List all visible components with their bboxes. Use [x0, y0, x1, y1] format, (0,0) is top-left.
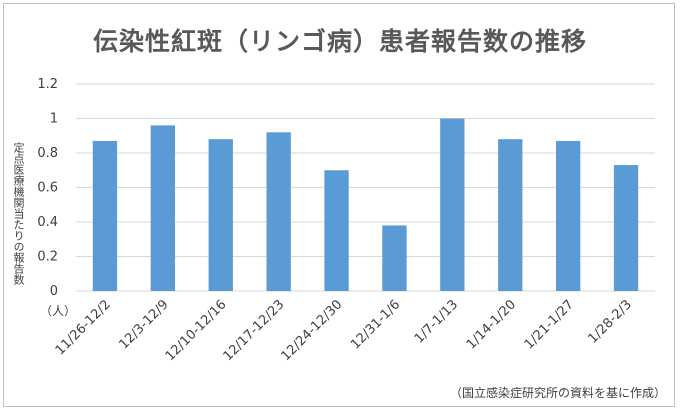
bar [324, 170, 349, 291]
bar [150, 125, 176, 292]
x-tick-label: 11/26-12/2 [53, 297, 114, 358]
y-tick-label: 0.2 [37, 250, 58, 265]
x-tick-label: 12/31-1/6 [348, 297, 403, 352]
y-tick-label: 0.4 [37, 215, 58, 230]
bar [613, 165, 639, 291]
bar [208, 139, 233, 291]
bar [266, 132, 291, 291]
x-tick-label: 12/3-12/9 [116, 297, 171, 352]
bar [92, 140, 118, 291]
x-tick-label: 1/28-2/3 [586, 297, 635, 346]
chart-title: 伝染性紅斑（リンゴ病）患者報告数の推移 [92, 27, 587, 56]
x-tick-label: 1/14-1/20 [464, 297, 519, 352]
bar [555, 140, 581, 291]
source-note: （国立感染症研究所の資料を基に作成） [449, 386, 666, 400]
y-tick-label: 1 [50, 112, 58, 127]
x-tick-label: 1/21-1/27 [522, 297, 577, 352]
y-tick-label: 0 [50, 284, 58, 299]
bar [498, 139, 523, 291]
x-tick-label: 12/10-12/16 [163, 297, 230, 364]
x-tick-label: 12/24-12/30 [278, 297, 345, 364]
y-axis-label: 定点医療機関当たりの報告数 [12, 141, 25, 285]
y-axis-unit: （人） [40, 304, 77, 318]
x-tick-label: 12/17-12/23 [221, 297, 288, 364]
bar [440, 118, 465, 291]
y-tick-label: 1.2 [37, 77, 58, 92]
x-tick-label: 1/7-1/13 [412, 297, 461, 346]
bar [382, 225, 407, 291]
y-tick-label: 0.8 [37, 146, 58, 161]
y-tick-label: 0.6 [37, 181, 58, 196]
